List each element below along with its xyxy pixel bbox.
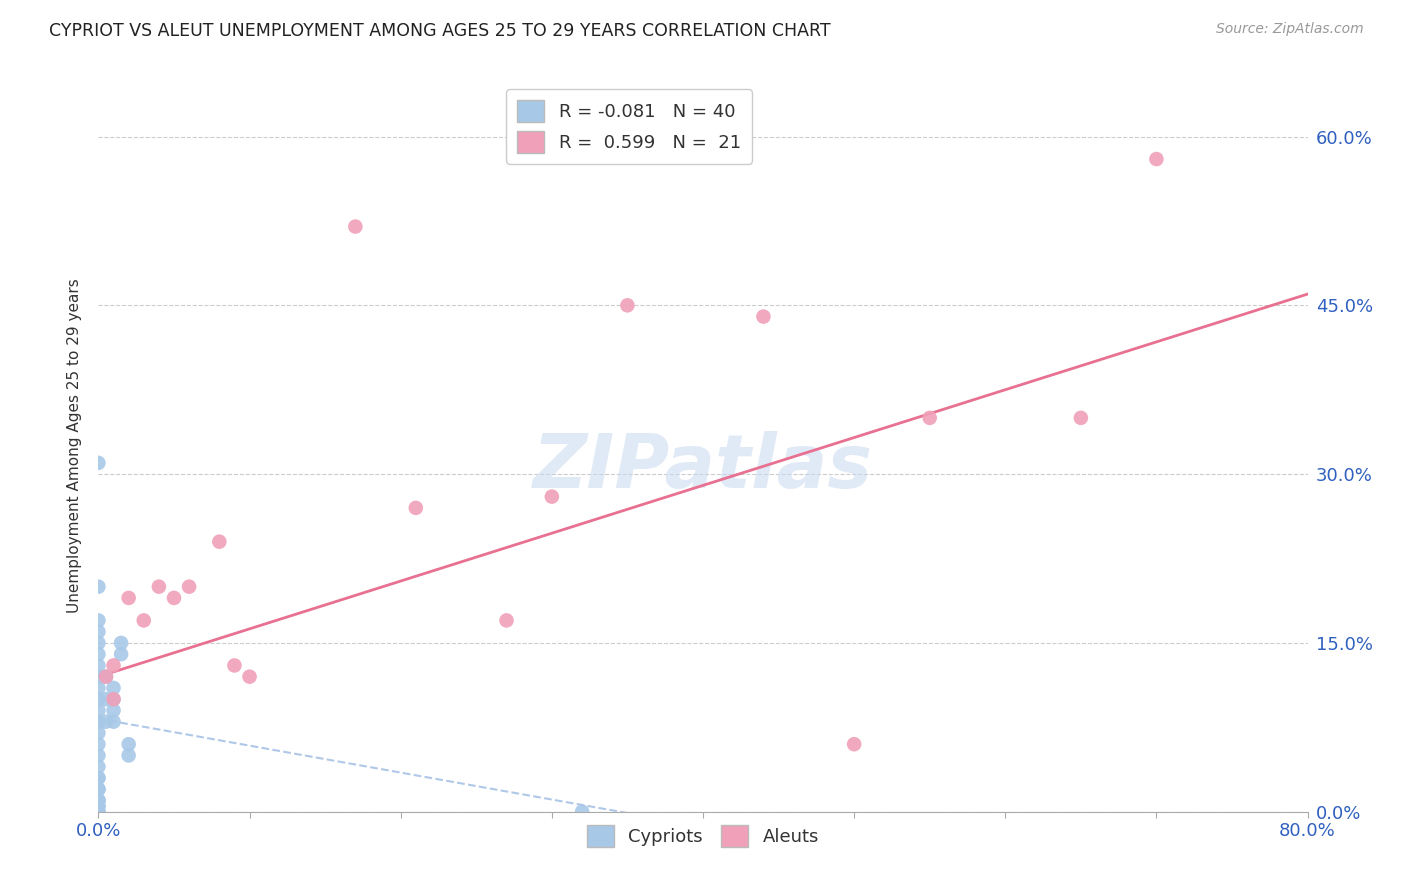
- Point: [87, 782, 110, 797]
- Point: [87, 793, 110, 807]
- Point: [87, 793, 110, 807]
- Point: [87, 737, 110, 751]
- Point: [94, 692, 117, 706]
- Point: [103, 703, 125, 717]
- Point: [87, 658, 110, 673]
- Point: [118, 591, 141, 605]
- Point: [148, 580, 170, 594]
- Y-axis label: Unemployment Among Ages 25 to 29 years: Unemployment Among Ages 25 to 29 years: [67, 278, 83, 614]
- Point: [87, 636, 110, 650]
- Point: [87, 624, 110, 639]
- Point: [87, 799, 110, 814]
- Point: [87, 805, 110, 819]
- Text: Source: ZipAtlas.com: Source: ZipAtlas.com: [1216, 22, 1364, 37]
- Point: [87, 580, 110, 594]
- Point: [103, 681, 125, 695]
- Point: [1144, 152, 1167, 166]
- Point: [87, 748, 110, 763]
- Point: [344, 219, 367, 234]
- Point: [87, 670, 110, 684]
- Point: [616, 298, 638, 312]
- Point: [94, 714, 117, 729]
- Point: [87, 771, 110, 785]
- Point: [844, 737, 866, 751]
- Point: [87, 771, 110, 785]
- Point: [87, 681, 110, 695]
- Point: [208, 534, 231, 549]
- Point: [495, 614, 517, 628]
- Text: CYPRIOT VS ALEUT UNEMPLOYMENT AMONG AGES 25 TO 29 YEARS CORRELATION CHART: CYPRIOT VS ALEUT UNEMPLOYMENT AMONG AGES…: [49, 22, 831, 40]
- Point: [87, 692, 110, 706]
- Point: [571, 805, 593, 819]
- Point: [87, 805, 110, 819]
- Point: [87, 782, 110, 797]
- Point: [87, 703, 110, 717]
- Point: [87, 805, 110, 819]
- Point: [163, 591, 186, 605]
- Point: [103, 714, 125, 729]
- Point: [405, 500, 427, 515]
- Point: [752, 310, 775, 324]
- Point: [87, 793, 110, 807]
- Point: [87, 726, 110, 740]
- Point: [103, 692, 125, 706]
- Point: [918, 410, 941, 425]
- Text: ZIPatlas: ZIPatlas: [533, 432, 873, 505]
- Point: [1070, 410, 1092, 425]
- Point: [103, 692, 125, 706]
- Point: [118, 748, 141, 763]
- Point: [132, 614, 155, 628]
- Point: [87, 614, 110, 628]
- Point: [103, 658, 125, 673]
- Point: [87, 647, 110, 661]
- Point: [87, 799, 110, 814]
- Point: [94, 670, 117, 684]
- Point: [110, 647, 132, 661]
- Point: [94, 670, 117, 684]
- Point: [110, 636, 132, 650]
- Legend: Cypriots, Aleuts: Cypriots, Aleuts: [579, 817, 827, 854]
- Point: [179, 580, 201, 594]
- Point: [224, 658, 246, 673]
- Point: [87, 760, 110, 774]
- Point: [118, 737, 141, 751]
- Point: [87, 456, 110, 470]
- Point: [87, 714, 110, 729]
- Point: [540, 490, 562, 504]
- Point: [239, 670, 262, 684]
